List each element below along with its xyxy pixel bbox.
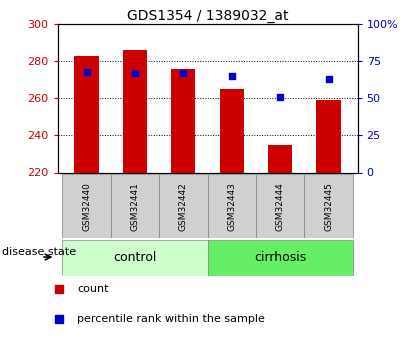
Text: percentile rank within the sample: percentile rank within the sample <box>77 314 265 324</box>
Text: disease state: disease state <box>2 247 76 257</box>
Bar <box>171 69 196 172</box>
Text: GSM32443: GSM32443 <box>227 182 236 230</box>
Bar <box>304 174 353 238</box>
Text: control: control <box>113 252 157 264</box>
Text: GSM32441: GSM32441 <box>130 182 139 230</box>
Bar <box>74 56 99 172</box>
Point <box>277 94 284 100</box>
Text: GSM32440: GSM32440 <box>82 182 91 230</box>
Bar <box>111 174 159 238</box>
Text: GSM32442: GSM32442 <box>179 182 188 230</box>
Bar <box>159 174 208 238</box>
Text: cirrhosis: cirrhosis <box>254 252 306 264</box>
Bar <box>208 240 353 276</box>
Point <box>284 195 291 200</box>
Text: count: count <box>77 285 109 295</box>
Bar <box>62 174 111 238</box>
Bar <box>268 145 292 172</box>
Point <box>180 70 187 76</box>
Point <box>229 73 235 79</box>
Point <box>325 76 332 82</box>
Bar <box>256 174 304 238</box>
Bar <box>316 100 341 172</box>
Point <box>83 69 90 75</box>
Bar <box>219 89 244 172</box>
Point <box>132 70 138 76</box>
Bar <box>123 50 147 172</box>
Text: GSM32445: GSM32445 <box>324 182 333 230</box>
Text: GSM32444: GSM32444 <box>276 182 285 230</box>
Title: GDS1354 / 1389032_at: GDS1354 / 1389032_at <box>127 9 288 23</box>
Bar <box>62 240 208 276</box>
Bar <box>208 174 256 238</box>
